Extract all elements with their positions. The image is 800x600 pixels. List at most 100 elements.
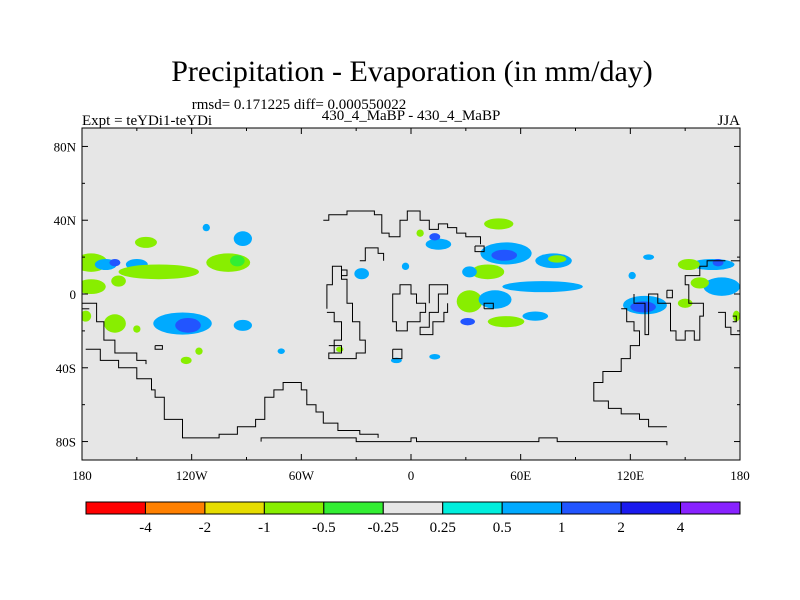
plot-area bbox=[81, 127, 741, 461]
coastline bbox=[328, 345, 335, 354]
anomaly-region bbox=[429, 353, 441, 360]
stats-line: rmsd= 0.171225 diff= 0.000550022 bbox=[192, 97, 407, 113]
anomaly-region bbox=[460, 317, 475, 326]
coastline bbox=[474, 245, 485, 253]
anomaly-region bbox=[109, 258, 121, 267]
comparison-label: 430_4_MaBP - 430_4_MaBP bbox=[322, 108, 501, 124]
anomaly-region bbox=[277, 348, 285, 354]
anomaly-region bbox=[180, 356, 192, 365]
colorbar-swatch bbox=[323, 501, 384, 515]
anomaly-region bbox=[677, 258, 700, 271]
anomaly-region bbox=[628, 271, 636, 280]
coastline bbox=[666, 289, 673, 299]
anomaly-contours bbox=[82, 218, 740, 365]
coastline bbox=[341, 269, 348, 277]
x-tick-label: 120E bbox=[617, 468, 645, 483]
anomaly-region bbox=[230, 255, 245, 267]
colorbar-swatch bbox=[85, 501, 146, 515]
anomaly-region bbox=[487, 316, 525, 328]
anomaly-region bbox=[416, 229, 424, 237]
anomaly-region bbox=[82, 310, 92, 322]
anomaly-region bbox=[690, 258, 735, 271]
anomaly-region bbox=[175, 317, 201, 333]
coastline bbox=[392, 284, 427, 332]
coastlines bbox=[82, 210, 740, 446]
chart-title: Precipitation - Evaporation (in mm/day) bbox=[171, 55, 653, 88]
y-tick-label: 40S bbox=[56, 361, 76, 376]
anomaly-region bbox=[425, 238, 452, 250]
anomaly-region bbox=[133, 325, 141, 333]
anomaly-region bbox=[462, 266, 477, 278]
anomaly-region bbox=[502, 281, 583, 293]
x-axis: 180 120W 60W 0 60E 120E 180 bbox=[72, 128, 750, 483]
anomaly-region bbox=[643, 254, 655, 260]
colorbar-swatch bbox=[263, 501, 325, 515]
anomaly-region bbox=[478, 290, 512, 309]
anomaly-region bbox=[233, 319, 252, 331]
y-tick-label: 80S bbox=[56, 435, 76, 450]
anomaly-region bbox=[630, 301, 656, 313]
experiment-label: Expt = teYDi1-teYDi bbox=[82, 113, 212, 129]
colorbar-swatch bbox=[204, 501, 265, 515]
colorbar-label: -4 bbox=[139, 520, 152, 536]
colorbar-swatch bbox=[442, 501, 503, 515]
colorbar-label: 4 bbox=[677, 520, 685, 536]
colorbar-label: -2 bbox=[199, 520, 212, 536]
colorbar-swatch bbox=[680, 501, 741, 515]
anomaly-region bbox=[82, 279, 106, 294]
anomaly-region bbox=[491, 249, 518, 261]
coastline bbox=[260, 437, 668, 446]
anomaly-region bbox=[712, 258, 724, 267]
colorbar-label: -0.25 bbox=[368, 520, 399, 536]
anomaly-region bbox=[336, 346, 344, 353]
anomaly-region bbox=[354, 268, 369, 280]
y-tick-label: 80N bbox=[54, 139, 77, 154]
y-axis: 80N 40N 0 40S 80S bbox=[54, 139, 740, 450]
x-tick-label: 60W bbox=[289, 468, 315, 483]
anomaly-region bbox=[233, 231, 252, 247]
x-tick-label: 60E bbox=[510, 468, 531, 483]
coastline bbox=[359, 247, 385, 262]
colorbar-swatch bbox=[382, 501, 444, 515]
anomaly-region bbox=[484, 218, 514, 230]
colorbar: -4 -2 -1 -0.5 -0.25 0.25 0.5 1 2 4 bbox=[85, 501, 741, 536]
anomaly-region bbox=[103, 314, 126, 333]
anomaly-region bbox=[135, 236, 157, 248]
x-tick-label: 180 bbox=[730, 468, 750, 483]
colorbar-swatch bbox=[144, 501, 206, 515]
y-tick-label: 0 bbox=[70, 287, 77, 302]
colorbar-label: 1 bbox=[558, 520, 566, 536]
anomaly-region bbox=[471, 264, 505, 280]
coastline bbox=[154, 345, 163, 350]
y-tick-label: 40N bbox=[54, 213, 77, 228]
coastline bbox=[323, 210, 481, 245]
coastline bbox=[483, 302, 494, 310]
coastline bbox=[85, 348, 379, 439]
x-tick-label: 180 bbox=[72, 468, 92, 483]
anomaly-region bbox=[195, 347, 203, 355]
anomaly-region bbox=[202, 223, 210, 232]
anomaly-region bbox=[548, 255, 567, 263]
coastline bbox=[732, 315, 737, 323]
anomaly-region bbox=[690, 277, 709, 289]
coastline bbox=[82, 302, 147, 365]
colorbar-label: 2 bbox=[617, 520, 625, 536]
anomaly-region bbox=[522, 311, 549, 321]
anomaly-region bbox=[118, 264, 199, 280]
colorbar-label: -1 bbox=[258, 520, 271, 536]
coastline bbox=[419, 284, 449, 336]
coastline bbox=[718, 311, 740, 336]
anomaly-region bbox=[401, 262, 410, 271]
anomaly-region bbox=[111, 275, 126, 287]
colorbar-label: 0.5 bbox=[493, 520, 512, 536]
colorbar-label: -0.5 bbox=[312, 520, 336, 536]
season-label: JJA bbox=[717, 113, 740, 129]
coastline bbox=[593, 308, 667, 428]
coastline bbox=[633, 260, 726, 341]
x-tick-label: 120W bbox=[176, 468, 209, 483]
anomaly-region bbox=[456, 290, 483, 313]
anomaly-region bbox=[429, 233, 441, 241]
colorbar-label: 0.25 bbox=[430, 520, 456, 536]
x-tick-label: 0 bbox=[408, 468, 415, 483]
